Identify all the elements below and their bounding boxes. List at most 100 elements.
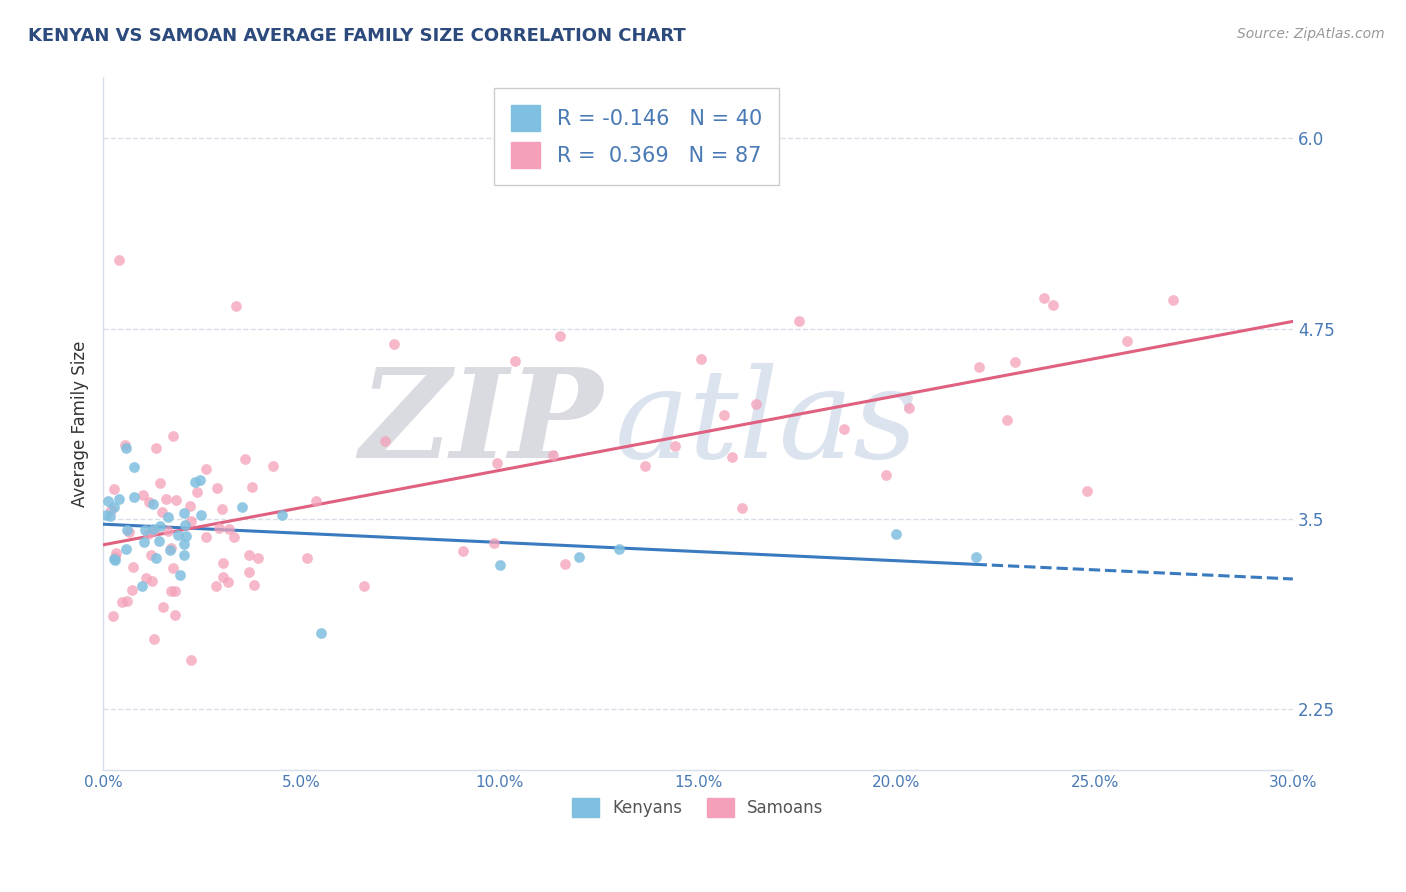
Point [138, 494, 160, 508]
Point [233, 452, 256, 467]
Point [118, 525, 141, 540]
Point [875, 467, 897, 482]
Point [100, 503, 122, 517]
Point [149, 475, 172, 490]
Point [453, 543, 475, 558]
Point [160, 541, 183, 556]
Point [180, 514, 202, 528]
Point [1032, 291, 1054, 305]
Point [488, 558, 510, 572]
Point [1116, 334, 1139, 349]
Point [553, 557, 575, 571]
Text: atlas: atlas [614, 363, 918, 484]
Point [114, 441, 136, 455]
Point [98, 508, 121, 523]
Point [155, 491, 177, 506]
Point [101, 608, 124, 623]
Point [884, 527, 907, 541]
Point [832, 422, 855, 436]
Point [134, 523, 156, 537]
Point [238, 548, 260, 562]
Point [1076, 483, 1098, 498]
Point [208, 521, 231, 535]
Point [141, 522, 163, 536]
Point [160, 583, 183, 598]
Point [262, 459, 284, 474]
Text: Source: ZipAtlas.com: Source: ZipAtlas.com [1237, 27, 1385, 41]
Point [103, 482, 125, 496]
Point [1004, 355, 1026, 369]
Point [745, 397, 768, 411]
Point [108, 492, 131, 507]
Point [720, 450, 742, 464]
Point [169, 567, 191, 582]
Point [1161, 293, 1184, 308]
Point [1042, 298, 1064, 312]
Point [205, 481, 228, 495]
Point [139, 548, 162, 562]
Point [211, 501, 233, 516]
Point [382, 336, 405, 351]
Point [211, 556, 233, 570]
Point [143, 632, 166, 647]
Point [730, 501, 752, 516]
Point [965, 549, 987, 564]
Point [142, 523, 165, 537]
Point [541, 448, 564, 462]
Point [195, 462, 218, 476]
Point [107, 253, 129, 268]
Point [231, 500, 253, 514]
Text: ZIP: ZIP [359, 363, 603, 484]
Point [121, 582, 143, 597]
Point [162, 561, 184, 575]
Point [634, 458, 657, 473]
Point [309, 626, 332, 640]
Point [136, 526, 159, 541]
Point [218, 522, 240, 536]
Point [104, 546, 127, 560]
Point [690, 351, 713, 366]
Point [188, 473, 211, 487]
Point [173, 506, 195, 520]
Point [995, 412, 1018, 426]
Point [204, 579, 226, 593]
Point [305, 493, 328, 508]
Point [212, 570, 235, 584]
Y-axis label: Average Family Size: Average Family Size [72, 341, 89, 507]
Point [114, 438, 136, 452]
Point [184, 475, 207, 489]
Point [240, 480, 263, 494]
Point [94, 508, 117, 522]
Legend: Kenyans, Samoans: Kenyans, Samoans [565, 791, 831, 824]
Point [194, 530, 217, 544]
Point [156, 524, 179, 539]
Point [353, 579, 375, 593]
Point [607, 542, 630, 557]
Point [156, 510, 179, 524]
Point [159, 543, 181, 558]
Point [503, 354, 526, 368]
Point [141, 574, 163, 588]
Point [485, 456, 508, 470]
Point [152, 599, 174, 614]
Point [103, 552, 125, 566]
Point [135, 571, 157, 585]
Point [568, 549, 591, 564]
Point [122, 459, 145, 474]
Point [713, 408, 735, 422]
Point [132, 534, 155, 549]
Point [148, 534, 170, 549]
Point [174, 517, 197, 532]
Point [898, 401, 921, 415]
Point [142, 497, 165, 511]
Point [131, 579, 153, 593]
Point [145, 442, 167, 456]
Point [297, 551, 319, 566]
Point [222, 530, 245, 544]
Point [122, 490, 145, 504]
Point [174, 529, 197, 543]
Point [173, 548, 195, 562]
Point [217, 574, 239, 589]
Point [132, 488, 155, 502]
Point [115, 523, 138, 537]
